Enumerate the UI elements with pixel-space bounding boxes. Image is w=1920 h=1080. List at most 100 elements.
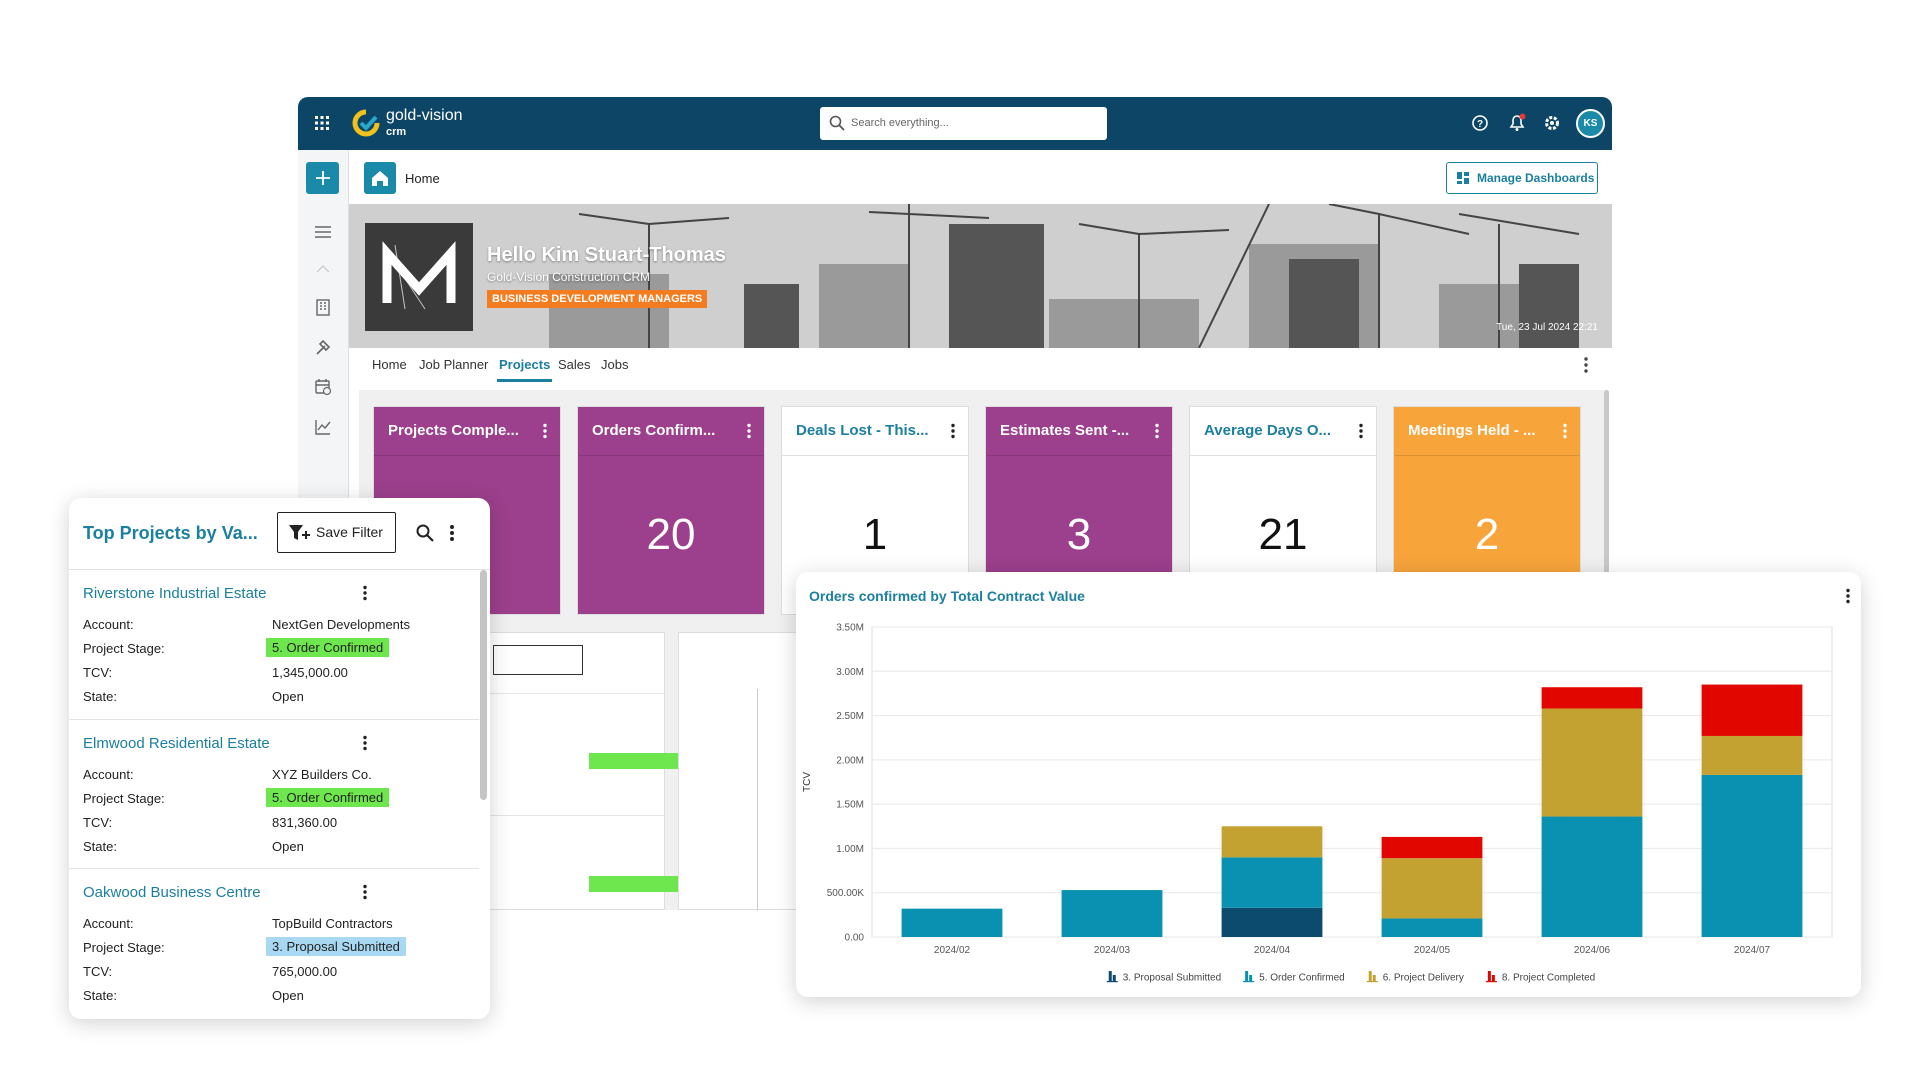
home-icon (372, 171, 388, 186)
legend-label: 6. Project Delivery (1383, 973, 1464, 984)
search-icon-part (838, 124, 845, 131)
reports-button-part (315, 420, 330, 435)
more-button[interactable] (362, 735, 368, 751)
tab[interactable]: Projects (496, 357, 553, 382)
logo-icon (352, 109, 380, 137)
more-button[interactable] (1154, 423, 1160, 439)
tab[interactable]: Jobs (601, 357, 629, 372)
help-button-part (1472, 115, 1488, 131)
bar-segment (1061, 890, 1163, 937)
tab-menu-button[interactable] (1583, 356, 1589, 374)
calendar-button[interactable] (314, 378, 332, 396)
y-axis-title: TCV (802, 772, 813, 792)
project-name[interactable]: Elmwood Residential Estate (83, 735, 270, 752)
apps-button-part-part (326, 116, 329, 119)
notifications-button-part (1515, 128, 1519, 131)
x-tick-label: 2024/04 (1254, 945, 1291, 956)
company-logo-mark (382, 241, 456, 310)
chart-menu-button[interactable] (1845, 588, 1851, 604)
more-button[interactable] (1562, 423, 1568, 439)
tab[interactable]: Home (372, 357, 407, 372)
more-button[interactable] (362, 884, 368, 900)
page-title: Home (405, 171, 440, 186)
bar-segment (1541, 687, 1643, 709)
more-button[interactable] (950, 423, 956, 439)
company-logo-mark-part (382, 244, 426, 310)
home-button[interactable] (364, 162, 396, 194)
kpi-header: Average Days O... (1190, 407, 1376, 456)
kpi-title: Meetings Held - ... (1408, 422, 1536, 439)
y-tick-label: 1.50M (836, 800, 864, 811)
search-box[interactable]: Search everything... (820, 107, 1107, 140)
legend: 3. Proposal Submitted 5. Order Confirmed 6… (1106, 971, 1595, 984)
banner-subtitle: Gold-Vision Construction CRM (487, 270, 651, 284)
calendar-button-part (315, 380, 330, 394)
legend-swatch-bar (1108, 971, 1112, 981)
bar-segment (1701, 684, 1803, 736)
manage-dashboards-button[interactable]: Manage Dashboards (1446, 162, 1598, 194)
collapse-icon[interactable] (316, 265, 330, 273)
more-button[interactable] (362, 585, 368, 601)
settings-button-part (1545, 116, 1559, 130)
background-badge (589, 876, 681, 892)
kpi-title: Projects Comple... (388, 422, 519, 439)
field-label: Project Stage: (83, 940, 165, 955)
companies-button[interactable] (314, 298, 332, 316)
kpi-title: Deals Lost - This... (796, 422, 929, 439)
company-logo (365, 223, 473, 331)
tab[interactable]: Sales (558, 357, 591, 372)
tab[interactable]: Job Planner (419, 357, 489, 372)
kpi-value: 3 (1066, 510, 1092, 559)
banner-image-part (744, 224, 1579, 348)
kpi-header: Projects Comple... (374, 407, 560, 456)
legend-swatch-bar (1487, 971, 1491, 981)
banner: Hello Kim Stuart-Thomas Gold-Vision Cons… (349, 204, 1612, 348)
banner-image-part-part (1328, 204, 1470, 348)
panel-menu-button[interactable] (449, 524, 455, 542)
companies-button-part (316, 299, 330, 316)
plus-icon-part (315, 171, 330, 185)
account-link[interactable]: XYZ Builders Co. (272, 767, 372, 782)
banner-image-part-part (1519, 264, 1579, 348)
banner-image-part-part (868, 204, 990, 348)
more-dot (1155, 434, 1159, 439)
user-avatar[interactable]: KS (1576, 109, 1605, 138)
search-button[interactable] (416, 524, 434, 542)
dashboard-icon-part (1457, 181, 1462, 184)
account-link[interactable]: TopBuild Contractors (272, 916, 393, 931)
more-button[interactable] (1358, 423, 1364, 439)
settings-button[interactable] (1543, 114, 1561, 132)
legend-swatch-bar (1372, 975, 1376, 981)
legend-label: 5. Order Confirmed (1259, 973, 1345, 984)
more-dot (1359, 434, 1363, 439)
apps-button-part-part (320, 121, 324, 125)
y-tick-label: 500.00K (827, 888, 865, 899)
tab-menu-button-part (1584, 363, 1588, 367)
banner-image-part-part (1458, 213, 1580, 348)
project-name[interactable]: Riverstone Industrial Estate (83, 585, 267, 602)
bar-segment (1381, 836, 1483, 859)
jobs-button[interactable] (314, 338, 332, 356)
field-label: Account: (83, 916, 134, 931)
apps-button-part-part (320, 116, 324, 119)
background-divider (421, 815, 666, 816)
project-name[interactable]: Oakwood Business Centre (83, 884, 261, 901)
help-button[interactable]: ? (1471, 114, 1489, 132)
more-button[interactable] (746, 423, 752, 439)
chart-title: Orders confirmed by Total Contract Value (809, 588, 1085, 604)
companies-button-part (320, 302, 326, 310)
more-dot (543, 429, 547, 433)
save-filter-button[interactable]: Save Filter (277, 512, 396, 553)
notifications-button[interactable] (1507, 112, 1527, 132)
reports-button[interactable] (314, 418, 332, 436)
account-link[interactable]: NextGen Developments (272, 617, 411, 632)
more-dot (1563, 429, 1567, 433)
banner-date: Tue, 23 Jul 2024 22:21 (1496, 322, 1598, 333)
menu-button[interactable] (314, 225, 332, 239)
legend-swatch-bar (1243, 981, 1255, 983)
more-button[interactable] (542, 423, 548, 439)
add-button[interactable] (306, 162, 339, 194)
filter-icon-part (289, 525, 303, 540)
apps-button[interactable] (314, 115, 330, 131)
